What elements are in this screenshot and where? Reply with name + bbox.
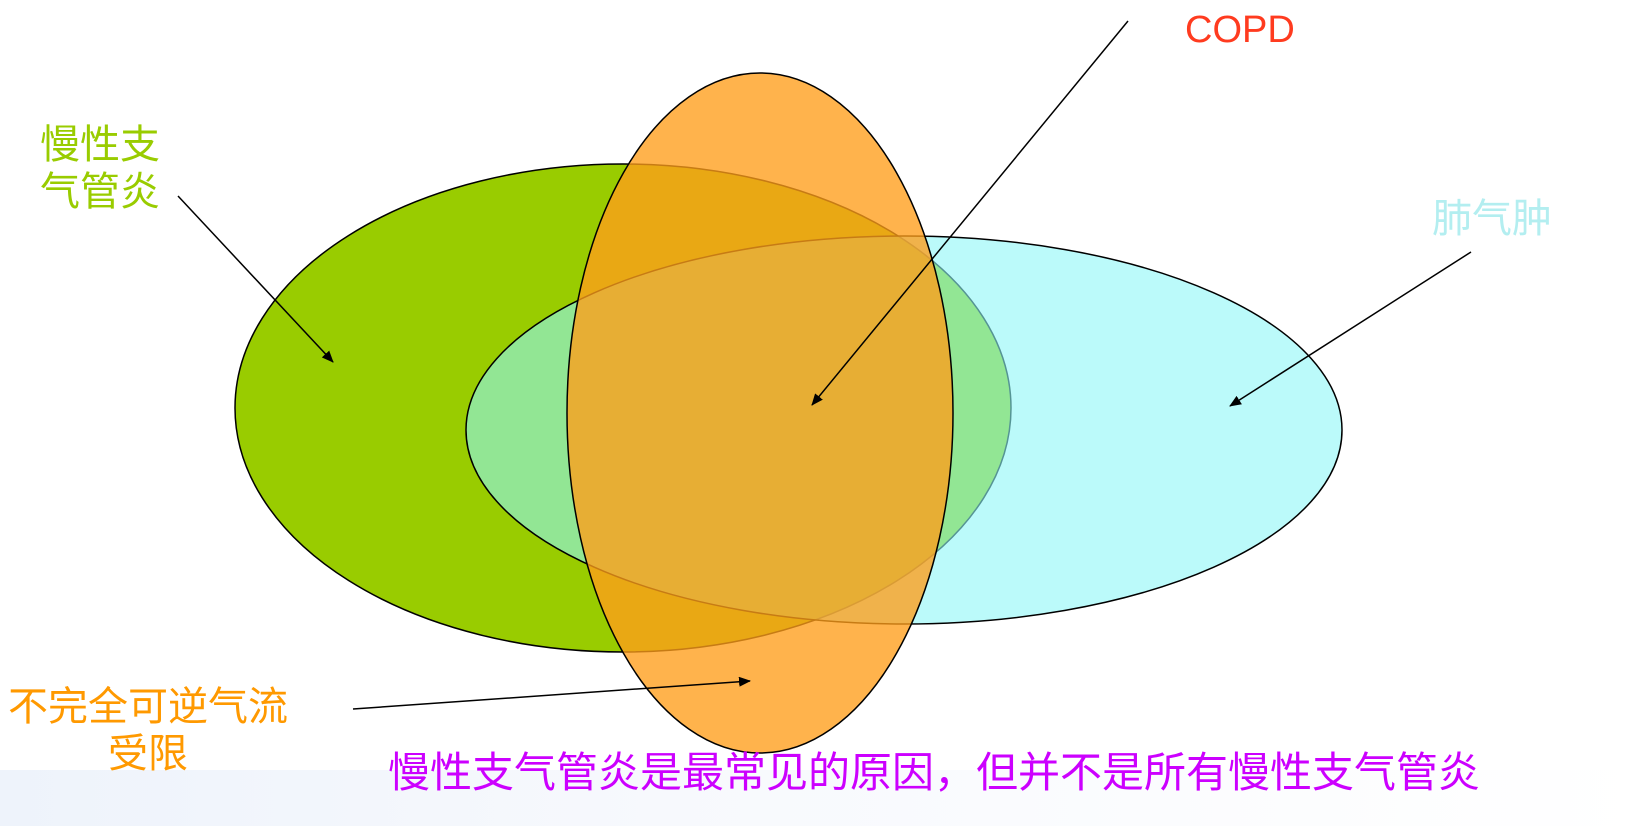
copd-arrow (811, 20, 1129, 406)
explanation-note: 慢性支气管炎是最常见的原因，但并不是所有慢性支气管炎 (388, 748, 1481, 797)
airflow-limitation-arrow (352, 676, 751, 710)
chronic-bronchitis-arrow (177, 195, 334, 363)
slide-bottom-band (0, 770, 1649, 826)
chronic-bronchitis-label-line1: 慢性支 (40, 122, 160, 168)
airflow-limitation-ellipse (566, 72, 954, 754)
chronic-bronchitis-label: 慢性支 气管炎 (40, 122, 160, 216)
chronic-bronchitis-label-line2: 气管炎 (40, 169, 160, 216)
airflow-limitation-label-line2: 受限 (108, 731, 188, 778)
airflow-limitation-label: 不完全可逆气流 受限 (8, 684, 288, 778)
copd-label: COPD (1185, 9, 1295, 51)
airflow-limitation-label-line1: 不完全可逆气流 (8, 684, 288, 730)
emphysema-label: 肺气肿 (1432, 196, 1552, 242)
emphysema-arrow (1229, 251, 1472, 407)
